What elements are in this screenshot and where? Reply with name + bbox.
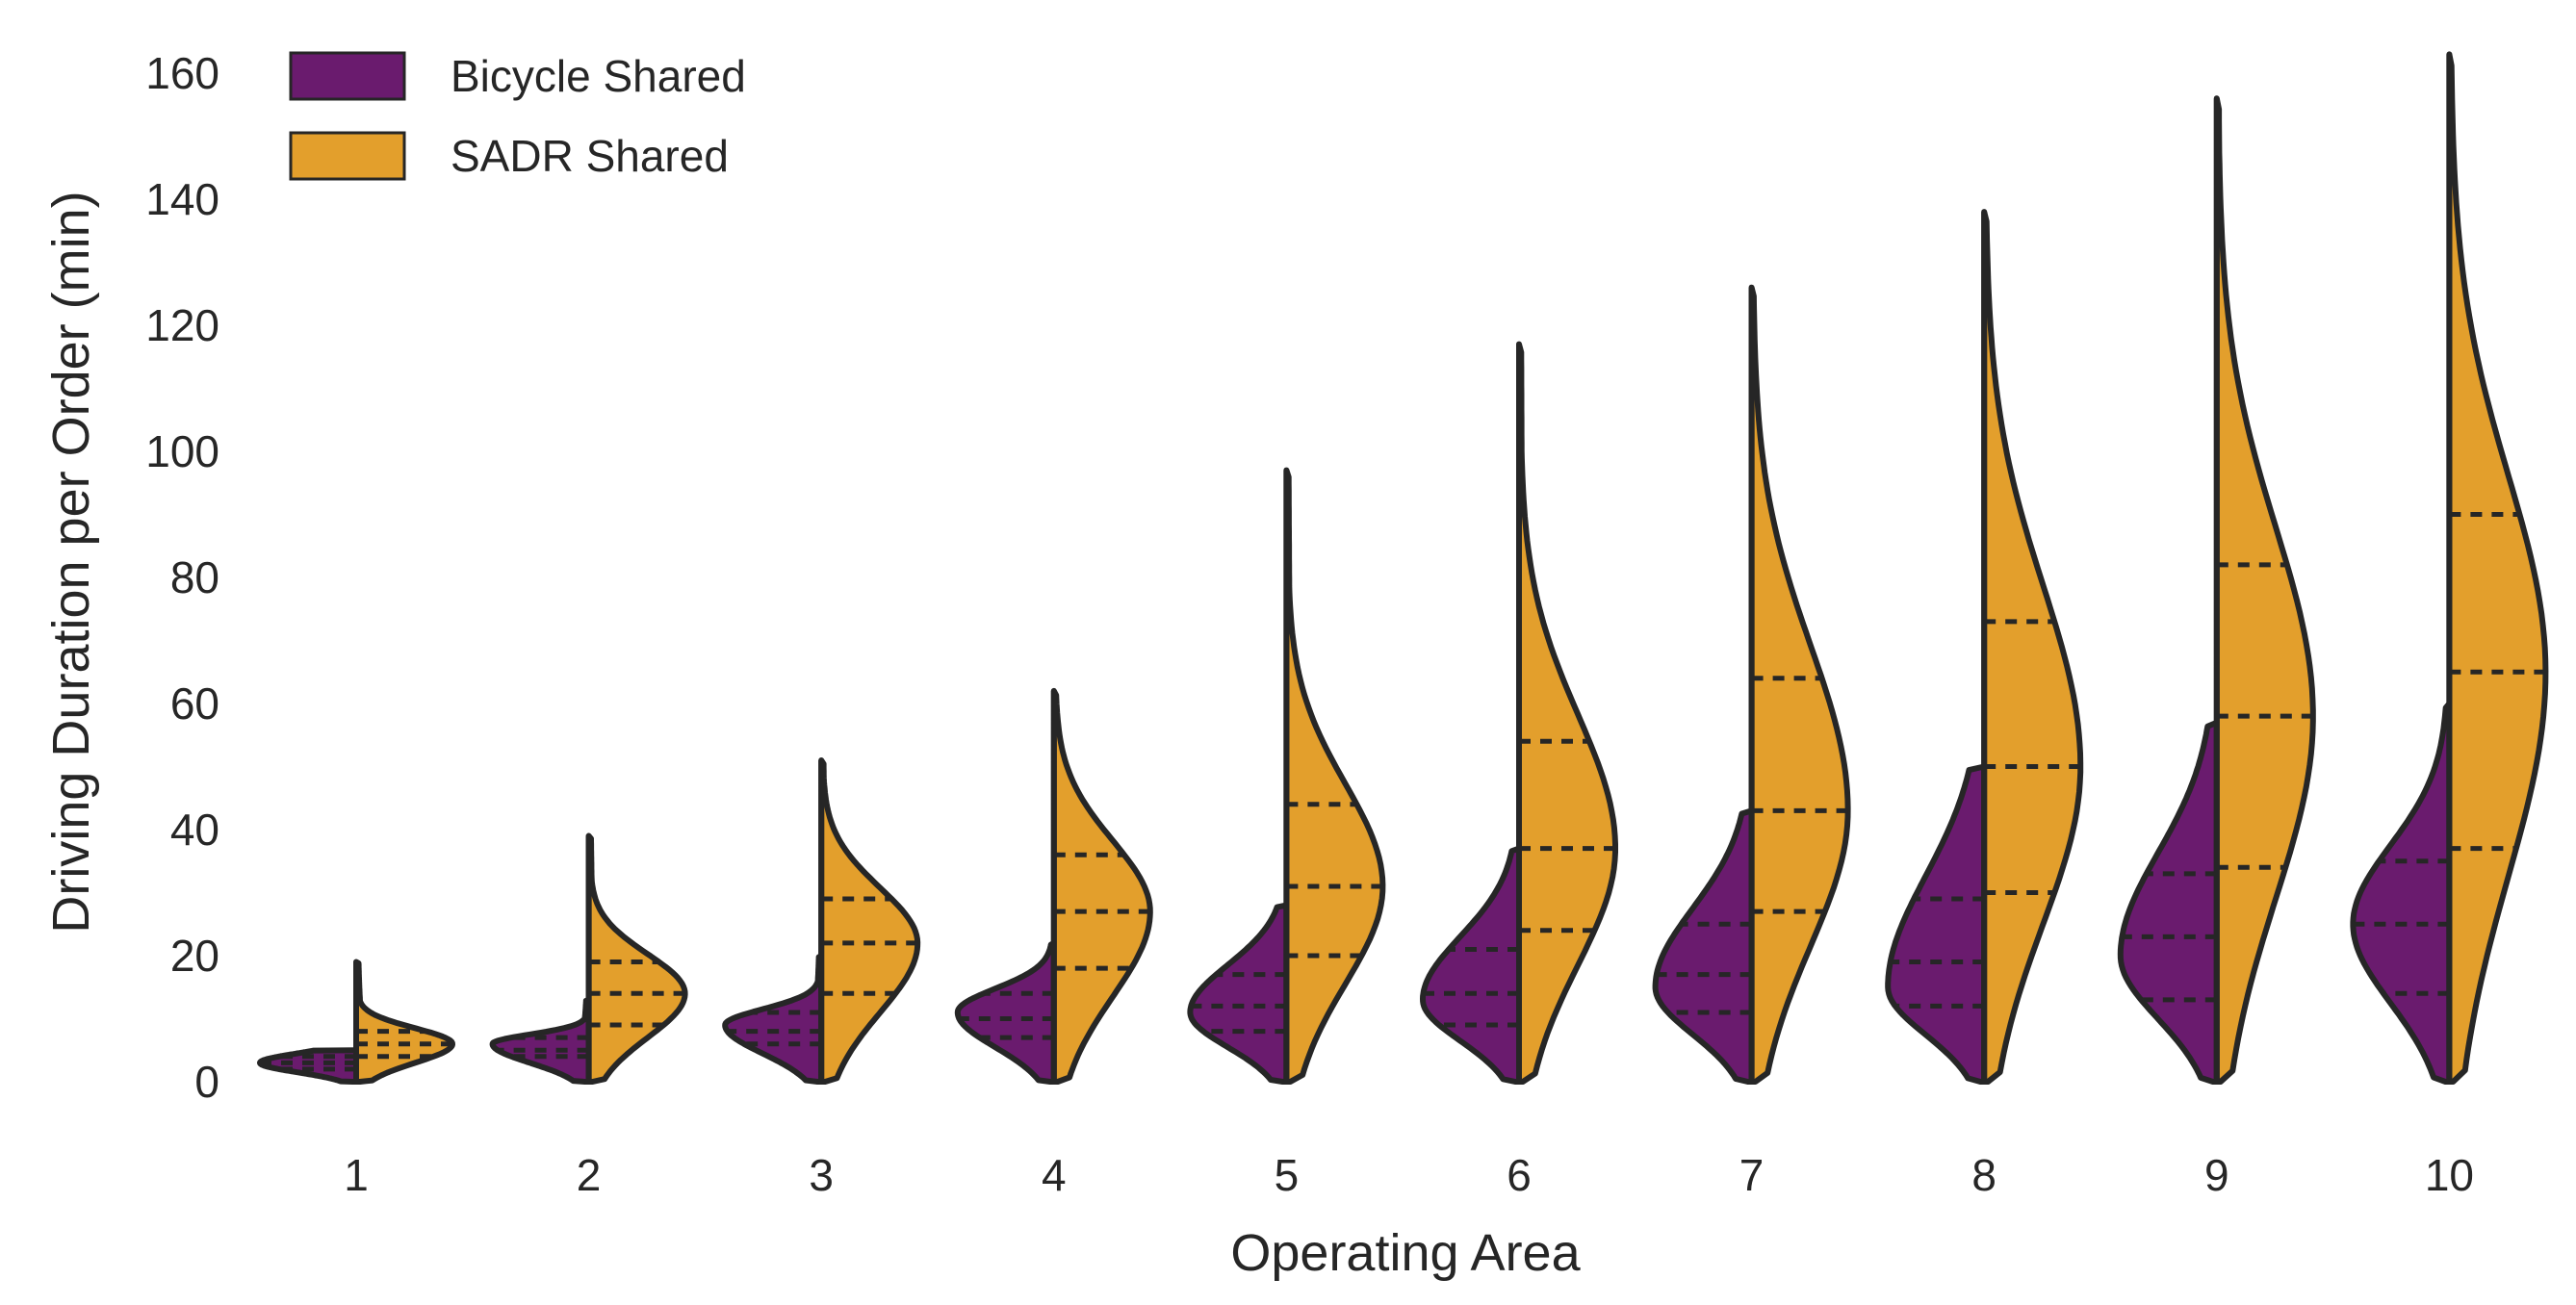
y-tick-label-140: 140 xyxy=(145,174,219,224)
x-tick-label-2: 2 xyxy=(577,1150,602,1200)
violin-sadr-shared-area-2 xyxy=(585,832,688,1085)
legend-label-sadr-shared: SADR Shared xyxy=(451,131,729,181)
x-tick-label-8: 8 xyxy=(1971,1150,1996,1200)
legend-swatch-sadr-shared xyxy=(289,131,406,181)
y-tick-label-0: 0 xyxy=(194,1057,219,1107)
y-tick-label-80: 80 xyxy=(170,552,219,602)
violin-bicycle-shared-area-5 xyxy=(1187,902,1290,1085)
violin-sadr-shared-area-1 xyxy=(353,959,455,1085)
x-tick-label-4: 4 xyxy=(1042,1150,1067,1200)
violin-sadr-shared-area-5 xyxy=(1283,467,1386,1085)
violin-sadr-shared-area-4 xyxy=(1050,687,1153,1085)
violin-bicycle-shared-area-10 xyxy=(2350,701,2453,1085)
violin-bicycle-shared-area-4 xyxy=(954,939,1057,1085)
violin-sadr-shared-area-10 xyxy=(2446,51,2549,1085)
violin-sadr-shared-area-7 xyxy=(1748,284,1851,1085)
y-tick-label-120: 120 xyxy=(145,300,219,350)
x-axis-label: Operating Area xyxy=(1230,1224,1581,1282)
legend: Bicycle Shared SADR Shared xyxy=(289,51,746,181)
x-tick-label-3: 3 xyxy=(809,1150,834,1200)
y-tick-label-100: 100 xyxy=(145,426,219,476)
y-tick-label-40: 40 xyxy=(170,805,219,855)
violin-bicycle-shared-area-6 xyxy=(1420,845,1522,1085)
violin-bicycle-shared-area-9 xyxy=(2117,719,2220,1085)
x-tick-label-1: 1 xyxy=(344,1150,369,1200)
legend-swatch-bicycle-shared xyxy=(289,51,406,101)
x-axis-ticks: 1 2 3 4 5 6 7 8 9 10 xyxy=(344,1150,2474,1200)
y-axis-label: Driving Duration per Order (min) xyxy=(42,191,100,933)
violin-bicycle-shared-area-3 xyxy=(722,953,825,1085)
plot-area xyxy=(257,51,2549,1085)
violin-bicycle-shared-area-2 xyxy=(489,996,592,1085)
y-tick-label-20: 20 xyxy=(170,931,219,981)
y-tick-label-160: 160 xyxy=(145,48,219,98)
violin-sadr-shared-area-6 xyxy=(1516,341,1618,1085)
violin-sadr-shared-area-9 xyxy=(2213,95,2316,1085)
legend-label-bicycle-shared: Bicycle Shared xyxy=(451,51,746,101)
x-tick-label-7: 7 xyxy=(1739,1150,1765,1200)
violin-bicycle-shared-area-8 xyxy=(1885,763,1988,1085)
violin-sadr-shared-area-3 xyxy=(818,756,921,1085)
y-axis-ticks: 0 20 40 60 80 100 120 140 160 xyxy=(145,48,219,1107)
x-tick-label-5: 5 xyxy=(1275,1150,1300,1200)
violin-bicycle-shared-area-7 xyxy=(1652,807,1755,1085)
x-tick-label-10: 10 xyxy=(2425,1150,2474,1200)
x-tick-label-9: 9 xyxy=(2204,1150,2229,1200)
y-tick-label-60: 60 xyxy=(170,678,219,729)
x-tick-label-6: 6 xyxy=(1507,1150,1532,1200)
violin-sadr-shared-area-8 xyxy=(1981,209,2084,1085)
